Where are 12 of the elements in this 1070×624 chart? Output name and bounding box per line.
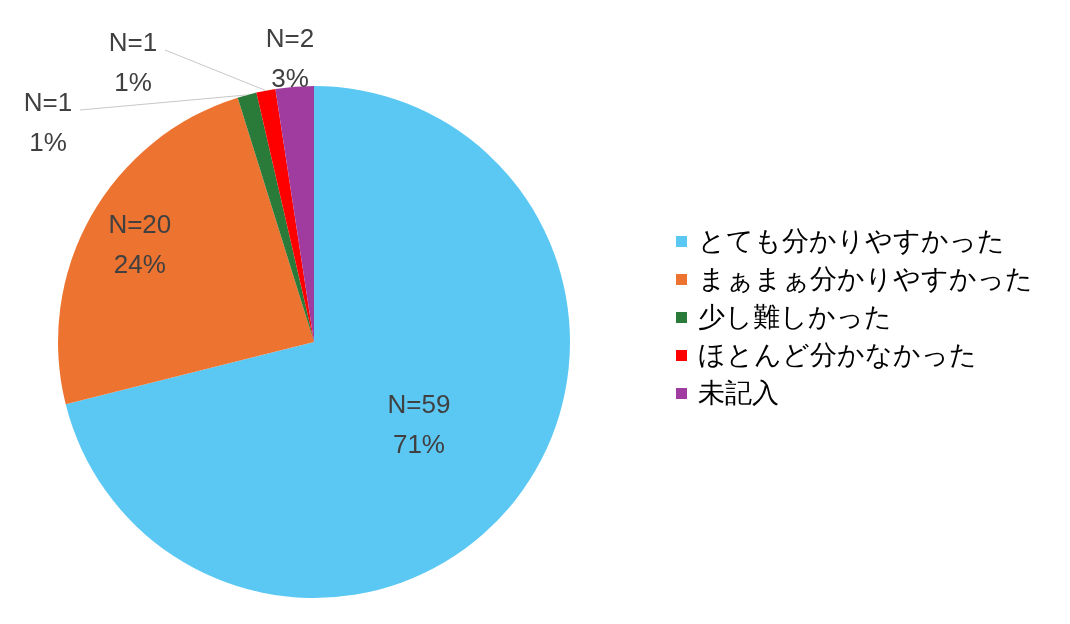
data-label: N=20 24% bbox=[108, 209, 172, 280]
legend-label: 少し難しかった bbox=[698, 300, 892, 334]
data-label: N=59 71% bbox=[387, 388, 451, 459]
pie-slice bbox=[256, 88, 314, 342]
pie-slice bbox=[275, 86, 314, 342]
data-label: N=1 1% bbox=[23, 87, 73, 157]
legend-label: ほとんど分かなかった bbox=[698, 338, 977, 372]
data-label: N=1 1% bbox=[108, 27, 158, 97]
data-label: N=2 3% bbox=[265, 23, 315, 93]
legend-label: まぁまぁ分かりやすかった bbox=[698, 262, 1033, 296]
legend-label: 未記入 bbox=[698, 376, 779, 410]
legend-label: とても分かりやすかった bbox=[698, 224, 1005, 258]
